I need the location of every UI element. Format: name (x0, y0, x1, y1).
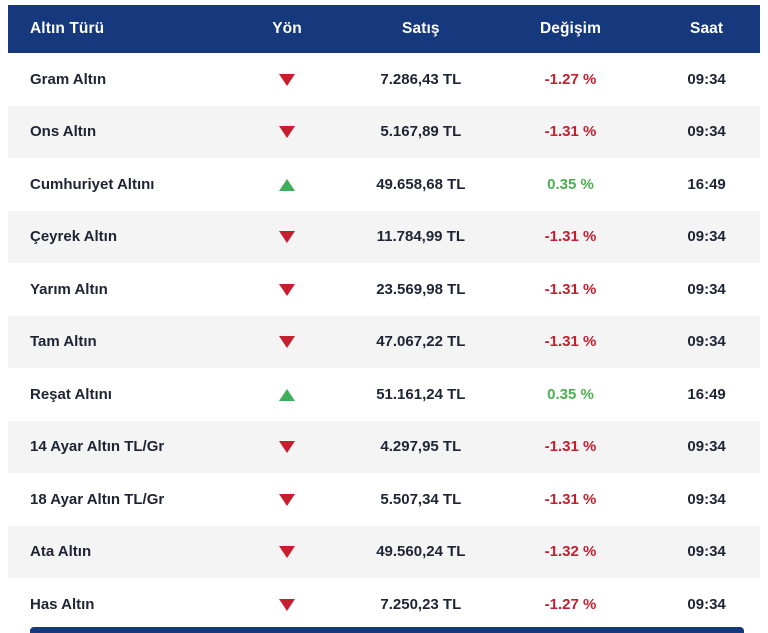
column-header-change: Değişim (487, 5, 654, 53)
price-value: 49.560,24 TL (376, 543, 466, 561)
table-row[interactable]: Has Altın 7.250,23 TL -1.27 % 09:34 (8, 578, 760, 631)
price-value: 7.250,23 TL (380, 595, 462, 613)
price-value: 5.507,34 TL (380, 490, 462, 508)
table-row[interactable]: Reşat Altını 51.161,24 TL 0.35 % 16:49 (8, 368, 760, 421)
time-value: 09:34 (687, 123, 726, 141)
triangle-down-icon (278, 336, 295, 349)
gold-type-label: 14 Ayar Altın TL/Gr (30, 438, 165, 456)
direction-cell (220, 106, 354, 159)
time-value: 09:34 (687, 228, 726, 246)
time-value: 16:49 (687, 175, 726, 193)
time-value: 09:34 (687, 595, 726, 613)
table-body: Gram Altın 7.286,43 TL -1.27 % 09:34 Ons… (8, 53, 760, 631)
table-row[interactable]: Çeyrek Altın 11.784,99 TL -1.31 % 09:34 (8, 210, 760, 264)
column-header-gold-type: Altın Türü (8, 5, 221, 53)
triangle-down-icon (278, 441, 295, 454)
price-value: 47.067,22 TL (376, 333, 466, 351)
price-value: 4.297,95 TL (380, 438, 462, 456)
change-percent: -1.32 % (544, 543, 597, 561)
change-percent: -1.31 % (544, 228, 597, 246)
gold-type-label: Has Altın (30, 595, 95, 613)
change-percent: -1.27 % (544, 595, 597, 613)
gold-type-label: Reşat Altını (30, 385, 112, 403)
time-value: 09:34 (687, 280, 726, 298)
time-value: 09:34 (687, 490, 726, 508)
time-value: 09:34 (687, 70, 726, 88)
time-value: 09:34 (687, 333, 726, 351)
table-row[interactable]: Yarım Altın 23.569,98 TL -1.31 % 09:34 (8, 263, 760, 316)
direction-cell (220, 473, 354, 526)
price-value: 49.658,68 TL (376, 175, 466, 193)
gold-type-label: Gram Altın (30, 70, 107, 88)
table-row[interactable]: 14 Ayar Altın TL/Gr 4.297,95 TL -1.31 % … (8, 420, 760, 474)
direction-cell (220, 368, 354, 421)
time-value: 09:34 (687, 438, 726, 456)
direction-cell (220, 421, 354, 474)
triangle-down-icon (278, 126, 295, 139)
gold-type-label: Cumhuriyet Altını (30, 175, 155, 193)
price-value: 5.167,89 TL (380, 123, 462, 141)
gold-type-label: Tam Altın (30, 333, 97, 351)
gold-type-label: 18 Ayar Altın TL/Gr (30, 490, 165, 508)
time-value: 09:34 (687, 543, 726, 561)
triangle-up-icon (278, 388, 295, 401)
change-percent: 0.35 % (547, 385, 594, 403)
change-percent: -1.27 % (544, 70, 597, 88)
change-percent: 0.35 % (547, 175, 594, 193)
gold-type-label: Çeyrek Altın (30, 228, 117, 246)
time-value: 16:49 (687, 385, 726, 403)
table-row[interactable]: Cumhuriyet Altını 49.658,68 TL 0.35 % 16… (8, 158, 760, 211)
direction-cell (220, 526, 354, 579)
triangle-down-icon (278, 493, 295, 506)
column-header-price: Satış (353, 5, 488, 53)
direction-cell (220, 211, 354, 264)
change-percent: -1.31 % (544, 280, 597, 298)
triangle-down-icon (278, 231, 295, 244)
table-row[interactable]: Gram Altın 7.286,43 TL -1.27 % 09:34 (8, 53, 760, 106)
column-header-direction: Yön (220, 5, 354, 53)
price-value: 11.784,99 TL (376, 228, 466, 246)
triangle-down-icon (278, 546, 295, 559)
price-value: 23.569,98 TL (376, 280, 466, 298)
change-percent: -1.31 % (544, 438, 597, 456)
direction-cell (220, 53, 354, 106)
direction-cell (220, 578, 354, 631)
gold-type-label: Ata Altın (30, 543, 92, 561)
gold-type-label: Yarım Altın (30, 280, 108, 298)
price-value: 7.286,43 TL (380, 70, 462, 88)
direction-cell (220, 316, 354, 369)
change-percent: -1.31 % (544, 490, 597, 508)
triangle-up-icon (278, 178, 295, 191)
direction-cell (220, 158, 354, 211)
gold-type-label: Ons Altın (30, 123, 97, 141)
triangle-down-icon (278, 598, 295, 611)
next-table-header-sliver (30, 627, 744, 633)
direction-cell (220, 263, 354, 316)
column-header-time: Saat (653, 5, 760, 53)
triangle-down-icon (278, 73, 295, 86)
change-percent: -1.31 % (544, 123, 597, 141)
price-value: 51.161,24 TL (376, 385, 466, 403)
table-row[interactable]: Ons Altın 5.167,89 TL -1.31 % 09:34 (8, 105, 760, 159)
gold-prices-widget: Altın Türü Yön Satış Değişim Saat Gram A… (8, 5, 760, 631)
triangle-down-icon (278, 283, 295, 296)
table-row[interactable]: Ata Altın 49.560,24 TL -1.32 % 09:34 (8, 525, 760, 579)
table-row[interactable]: 18 Ayar Altın TL/Gr 5.507,34 TL -1.31 % … (8, 473, 760, 526)
table-header: Altın Türü Yön Satış Değişim Saat (8, 5, 760, 53)
table-row[interactable]: Tam Altın 47.067,22 TL -1.31 % 09:34 (8, 315, 760, 369)
gold-prices-table: Altın Türü Yön Satış Değişim Saat Gram A… (8, 5, 760, 631)
change-percent: -1.31 % (544, 333, 597, 351)
